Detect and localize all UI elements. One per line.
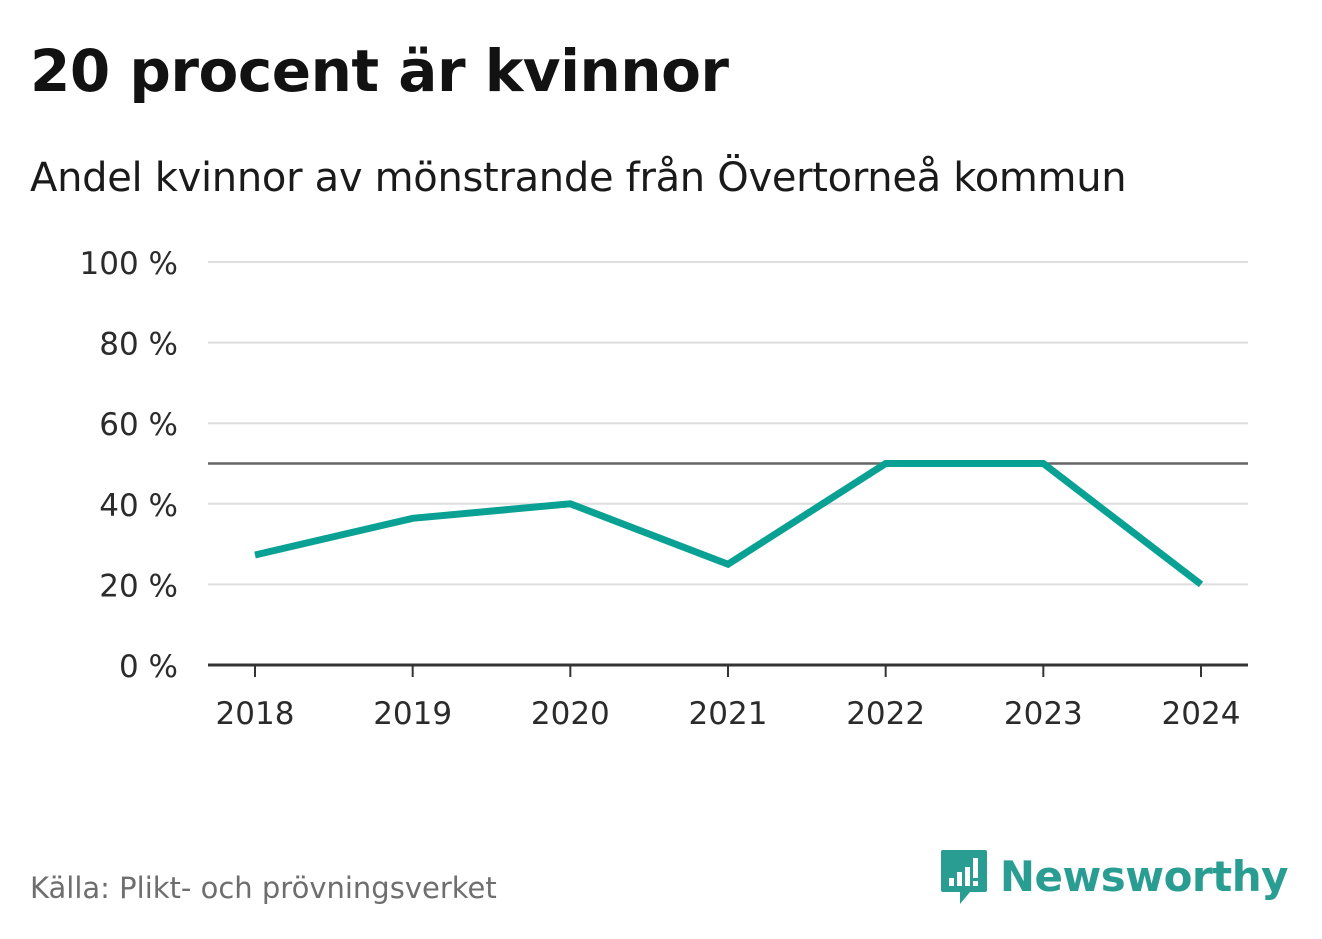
series-group xyxy=(254,460,1204,588)
source-note: Källa: Plikt- och prövningsverket xyxy=(30,871,497,905)
y-axis-tick-labels: 0 % 20 % 40 % 60 % 80 % 100 % xyxy=(80,246,178,685)
brand-logo: Newsworthy xyxy=(940,848,1289,906)
newsworthy-logo-icon xyxy=(940,850,987,904)
x-tick-label: 2023 xyxy=(1004,696,1083,732)
x-tick-label: 2021 xyxy=(689,696,768,732)
x-tick-label: 2022 xyxy=(846,696,925,732)
x-axis-tick-labels: 2018 2019 2020 2021 2022 2023 2024 xyxy=(216,696,1241,732)
x-axis xyxy=(208,663,1248,677)
x-tick-label: 2024 xyxy=(1162,696,1241,732)
y-tick-label: 20 % xyxy=(99,568,178,604)
series-line xyxy=(254,460,1204,588)
y-tick-label: 0 % xyxy=(119,649,178,685)
chart-title: 20 procent är kvinnor xyxy=(30,37,729,105)
chart-subtitle: Andel kvinnor av mönstrande från Övertor… xyxy=(30,155,1127,201)
x-tick-label: 2018 xyxy=(216,696,295,732)
y-tick-label: 40 % xyxy=(99,488,178,524)
x-tick-label: 2019 xyxy=(373,696,452,732)
y-tick-label: 60 % xyxy=(99,407,178,443)
grid-lines xyxy=(208,261,1248,586)
y-tick-label: 100 % xyxy=(80,246,178,282)
brand-name: Newsworthy xyxy=(999,852,1289,901)
x-tick-label: 2020 xyxy=(531,696,610,732)
y-tick-label: 80 % xyxy=(99,327,178,363)
